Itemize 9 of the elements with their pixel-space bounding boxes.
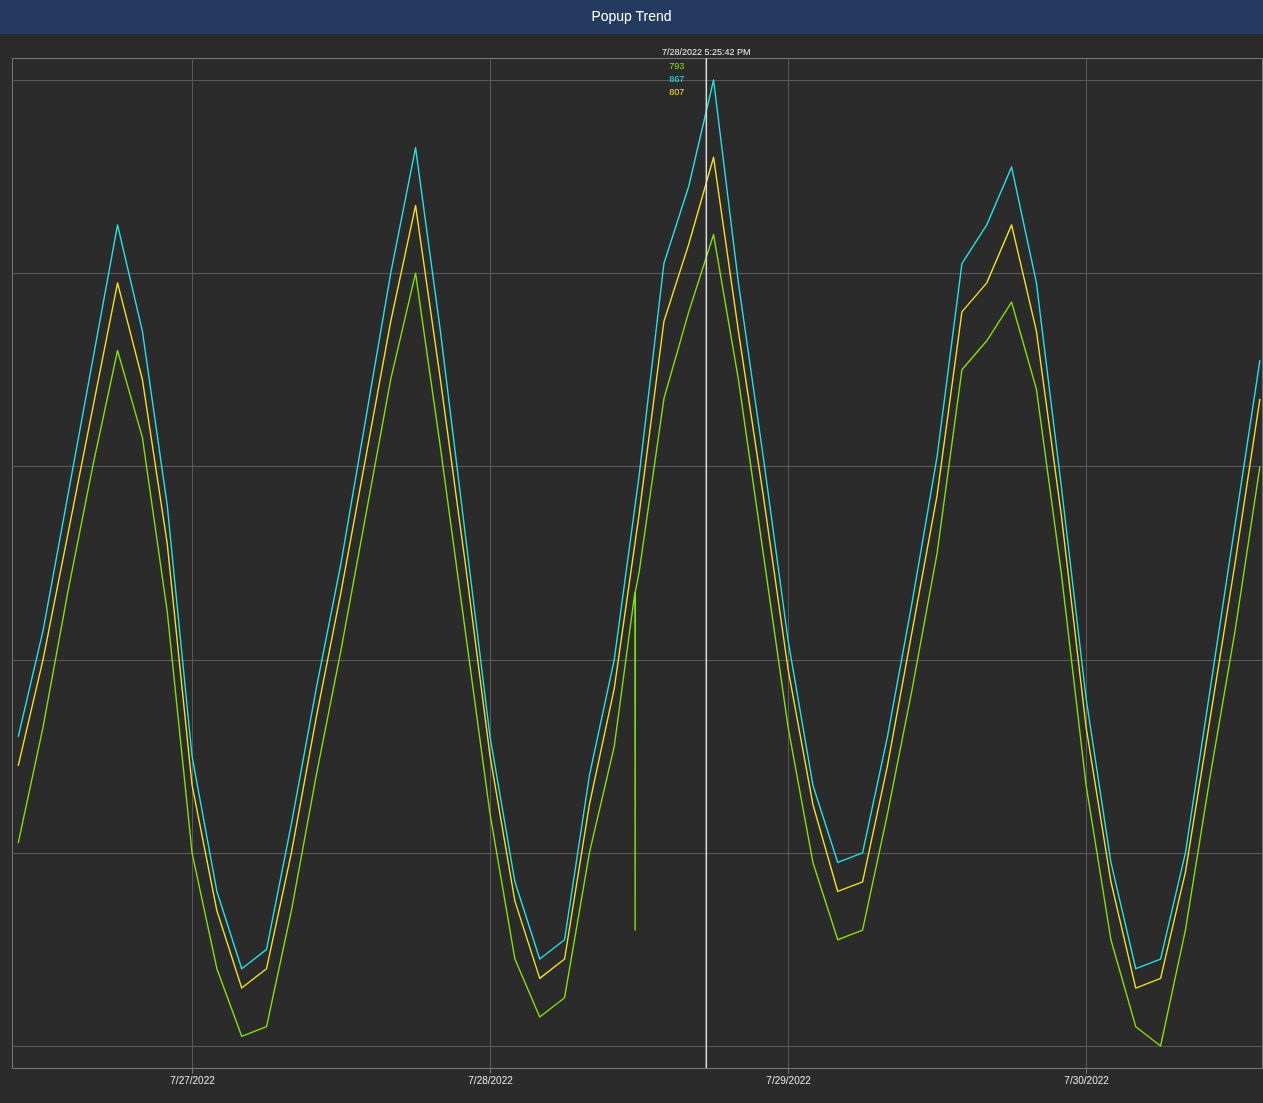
x-tick-label: 7/28/2022 [468, 1074, 514, 1086]
text: 793 [669, 61, 685, 71]
x-tick-label: 7/29/2022 [766, 1074, 812, 1086]
chart-title: Popup Trend [0, 0, 1263, 34]
x-tick-label: 7/27/2022 [170, 1074, 216, 1086]
x-tick-label: 7/30/2022 [1064, 1074, 1110, 1086]
annotation: 807 [669, 87, 685, 97]
annotation: 867 [669, 74, 685, 84]
ref-line-label: 7/28/2022 5:25:42 PM [662, 47, 751, 57]
